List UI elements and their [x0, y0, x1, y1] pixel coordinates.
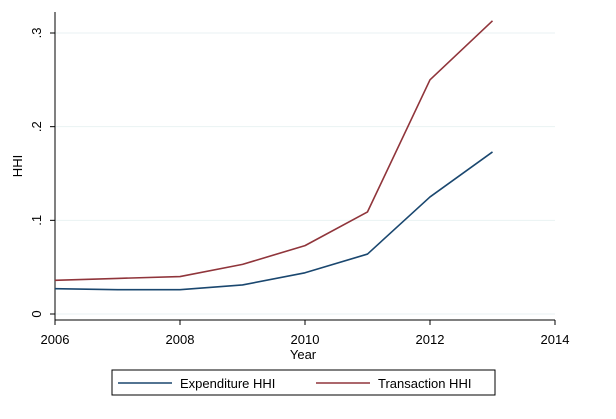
series-lines: [54, 20, 494, 291]
series-line-1: [54, 151, 493, 291]
y-tick-label: .3: [29, 28, 44, 39]
legend-box: [111, 369, 496, 396]
legend-label: Expenditure HHI: [180, 376, 275, 391]
gridlines: [55, 32, 555, 315]
y-tick-label: 0: [29, 310, 44, 317]
x-tick-label: 2008: [166, 332, 195, 347]
x-tick-label: 2006: [41, 332, 70, 347]
y-tick-label: .1: [29, 215, 44, 226]
y-axis-label: HHI: [10, 155, 25, 177]
x-tick-label: 2014: [541, 332, 570, 347]
x-axis-label: Year: [290, 347, 317, 362]
x-axis-ticks: 2006 2008 2010 2012 2014: [41, 320, 570, 347]
legend: Expenditure HHI Transaction HHI: [111, 369, 496, 396]
plot-area: [55, 12, 555, 320]
series-line-2: [54, 20, 494, 282]
x-tick-label: 2012: [416, 332, 445, 347]
x-tick-label: 2010: [291, 332, 320, 347]
legend-label: Transaction HHI: [378, 376, 471, 391]
y-tick-label: .2: [29, 121, 44, 132]
y-axis-ticks: 0 .1 .2 .3: [29, 28, 55, 318]
